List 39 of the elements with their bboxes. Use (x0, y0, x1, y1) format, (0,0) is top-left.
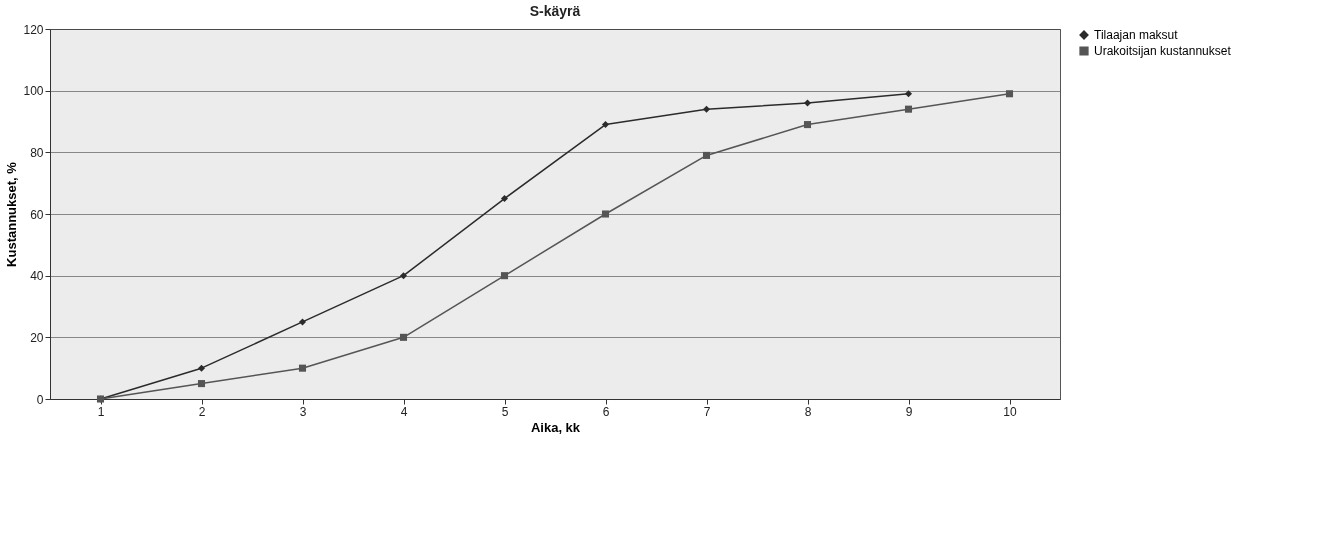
x-tick-label: 9 (905, 404, 913, 419)
x-tick-label: 3 (299, 404, 307, 419)
point (399, 333, 408, 341)
point (904, 90, 913, 98)
point (601, 210, 610, 218)
x-tick-label: 5 (501, 404, 509, 419)
point (702, 151, 711, 159)
x-tick-label: 6 (602, 404, 610, 419)
y-tick-label: 0 (36, 392, 44, 407)
x-tick-label: 1 (97, 404, 105, 419)
y-axis-title: Kustannukset, % (4, 161, 20, 267)
y-tick-label: 40 (30, 269, 44, 284)
point (702, 105, 711, 113)
x-axis-title: Aika, kk (530, 419, 581, 435)
x-tick-label: 10 (1003, 404, 1017, 419)
point (601, 121, 610, 129)
point (197, 364, 206, 372)
point (803, 121, 812, 129)
point (1005, 90, 1014, 98)
chart-title: S-käyrä (529, 3, 581, 19)
point (500, 272, 509, 280)
x-tick-label: 7 (703, 404, 711, 419)
point (904, 105, 913, 113)
x-tick-label: 2 (198, 404, 206, 419)
y-tick-label: 100 (23, 84, 44, 99)
y-tick-label: 20 (30, 330, 44, 345)
point (500, 195, 509, 203)
x-tick-label: 4 (400, 404, 408, 419)
legend-label: Tilaajan maksut (1094, 28, 1179, 42)
point (298, 318, 307, 326)
legend-label: Urakoitsijan kustannukset (1094, 44, 1232, 58)
point (298, 364, 307, 372)
x-tick-label: 8 (804, 404, 812, 419)
point (197, 380, 206, 388)
y-tick-label: 80 (30, 145, 44, 160)
point (399, 272, 408, 280)
y-tick-label: 60 (30, 207, 44, 222)
point (803, 99, 812, 107)
y-tick-label: 120 (23, 22, 44, 37)
